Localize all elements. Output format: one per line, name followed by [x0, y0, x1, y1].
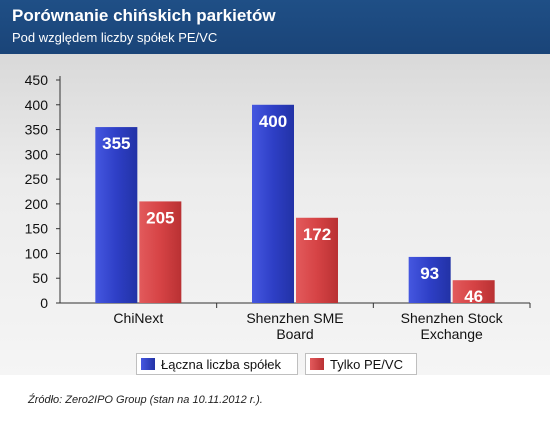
- x-tick-label: Shenzhen Stock Exchange: [401, 310, 504, 342]
- x-tick-label: Shenzhen SME Board: [246, 310, 343, 342]
- legend-item-pevc: Tylko PE/VC: [305, 353, 417, 375]
- x-tick-label: ChiNext: [113, 310, 163, 326]
- bar-chart: 0 50 100 150 200 250 300 350 400 450 ChiNext Shenz…: [25, 72, 531, 342]
- bar-data-label: 93: [420, 264, 439, 283]
- y-tick-label: 250: [25, 171, 49, 187]
- y-tick-label: 150: [25, 221, 49, 237]
- y-tick-label: 300: [25, 146, 49, 162]
- y-tick-label: 450: [25, 72, 49, 88]
- y-tick-label: 0: [40, 295, 48, 311]
- x-tick-label-line: Board: [276, 326, 313, 342]
- y-tick-label: 400: [25, 97, 49, 113]
- x-axis: ChiNext Shenzhen SME Board Shenzhen Stock Ex…: [60, 302, 531, 342]
- chart-header: Porównanie chińskich parkietów Pod wzglę…: [0, 0, 550, 54]
- chart-title: Porównanie chińskich parkietów: [12, 6, 276, 25]
- bar: [408, 256, 451, 303]
- bar: [296, 217, 338, 303]
- legend-label-pevc: Tylko PE/VC: [330, 356, 403, 372]
- y-tick-label: 100: [25, 245, 49, 261]
- x-tick-label-line: Exchange: [421, 326, 483, 342]
- y-tick-label: 50: [32, 270, 48, 286]
- x-tick-label-line: ChiNext: [113, 310, 163, 326]
- bar: [95, 127, 138, 303]
- legend-swatch-total: [141, 358, 155, 370]
- legend-item-total: Łączna liczba spółek: [136, 353, 298, 375]
- x-tick-label-line: Shenzhen Stock: [401, 310, 504, 326]
- source-note: Źródło: Zero2IPO Group (stan na 10.11.20…: [28, 394, 263, 406]
- y-axis: 0 50 100 150 200 250 300 350 400 450: [25, 72, 61, 311]
- bars: 355 205 400 172 93 46: [95, 104, 495, 306]
- y-tick-label: 350: [25, 122, 49, 138]
- bar: [452, 280, 495, 303]
- bar-data-label: 400: [259, 112, 287, 131]
- bar: [252, 104, 294, 304]
- bar-data-label: 205: [146, 208, 174, 227]
- y-tick-label: 200: [25, 196, 49, 212]
- legend-label-total: Łączna liczba spółek: [161, 356, 281, 372]
- bar-data-label: 172: [303, 225, 331, 244]
- bar: [139, 201, 182, 303]
- bar-data-label: 355: [102, 134, 130, 153]
- legend-swatch-pevc: [310, 358, 324, 370]
- x-tick-label-line: Shenzhen SME: [246, 310, 343, 326]
- bar-data-label: 46: [464, 287, 483, 306]
- chart-subtitle: Pod względem liczby spółek PE/VC: [12, 30, 218, 45]
